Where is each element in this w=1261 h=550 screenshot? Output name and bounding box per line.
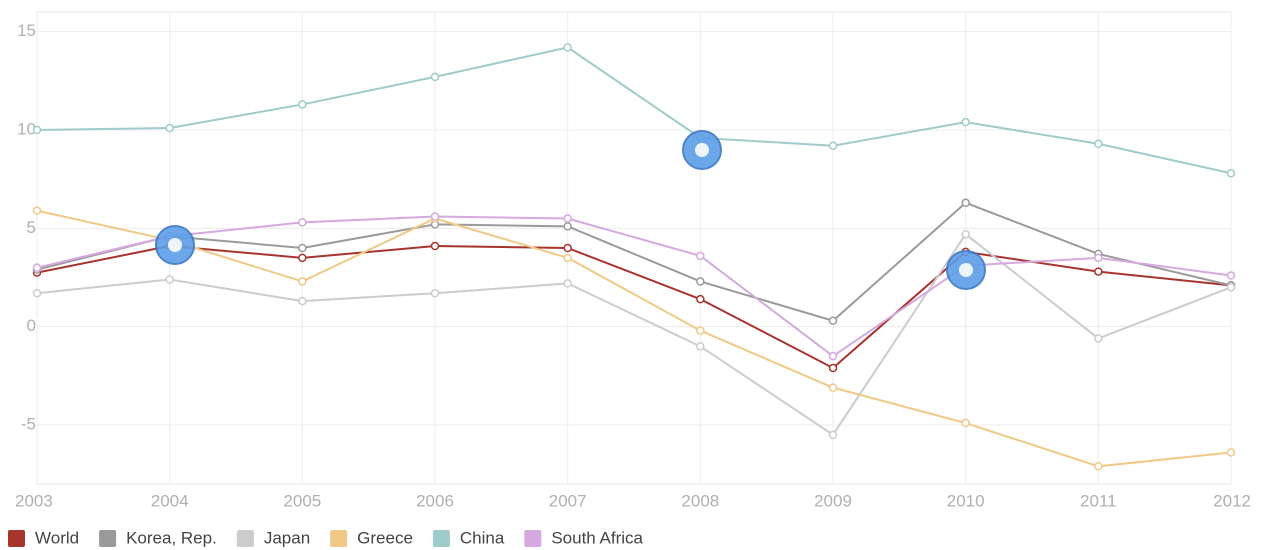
legend-swatch [99, 530, 117, 547]
x-tick-label: 2009 [814, 491, 852, 510]
data-point [1094, 267, 1103, 276]
x-tick-label: 2006 [416, 491, 454, 510]
touch-ring-center [168, 238, 182, 252]
legend-swatch [330, 530, 348, 547]
x-tick-label: 2012 [1213, 491, 1251, 510]
legend-label: Korea, Rep. [126, 528, 217, 547]
data-point [828, 430, 838, 440]
data-point [961, 198, 970, 208]
series-line [36, 232, 1232, 437]
y-tick-label: 5 [27, 218, 36, 237]
data-point [696, 251, 705, 261]
legend-swatch [432, 530, 450, 547]
data-point [165, 275, 174, 284]
data-point [165, 123, 174, 133]
y-tick-label: 10 [17, 119, 36, 138]
x-tick-label: 2010 [947, 491, 985, 510]
data-point [430, 72, 440, 82]
data-point [32, 263, 42, 272]
x-tick-label: 2004 [151, 491, 189, 510]
data-point [430, 288, 440, 298]
data-point [1094, 334, 1103, 343]
data-point [828, 141, 838, 150]
data-point [298, 296, 307, 306]
data-point [961, 418, 970, 428]
data-point [828, 316, 838, 326]
legend-label: Japan [264, 528, 310, 547]
x-tick-label: 2008 [681, 491, 719, 510]
data-point [298, 253, 307, 263]
data-point [696, 342, 705, 351]
legend-label: China [460, 528, 505, 547]
data-point [298, 277, 307, 286]
y-tick-label: 15 [17, 21, 36, 40]
data-point [1094, 253, 1103, 263]
data-point [32, 288, 42, 298]
data-point [961, 229, 970, 239]
legend-label: South Africa [551, 528, 643, 547]
data-point [32, 206, 42, 215]
legend-swatch [236, 530, 254, 547]
plot-area [36, 11, 1232, 485]
data-point [298, 243, 307, 253]
data-point [696, 277, 705, 286]
legend-swatch [524, 530, 542, 547]
legend-label: Greece [357, 528, 413, 547]
series-line [36, 201, 1232, 322]
x-tick-label: 2005 [283, 491, 321, 510]
data-point [1094, 139, 1103, 149]
x-tick-label: 2011 [1080, 491, 1117, 510]
data-point [1094, 462, 1103, 471]
data-point [1226, 271, 1236, 280]
touch-ring-center [695, 143, 709, 157]
data-point [696, 326, 705, 335]
data-point [563, 222, 572, 231]
data-point [828, 383, 838, 392]
data-point [563, 214, 572, 223]
touch-ring-center [959, 263, 973, 277]
data-point [298, 218, 307, 227]
y-tick-label: -5 [21, 414, 36, 433]
data-point [828, 363, 838, 373]
data-point [563, 243, 572, 253]
data-point [298, 100, 307, 109]
series-line [36, 215, 1232, 358]
data-point [696, 294, 705, 304]
series-line [36, 46, 1232, 175]
data-point [1226, 283, 1236, 292]
data-point [430, 241, 440, 251]
data-point [961, 117, 970, 127]
data-point [563, 43, 572, 52]
x-tick-label: 2003 [15, 491, 53, 510]
touch-indicators [155, 130, 986, 290]
data-point [32, 125, 42, 135]
legend-label: World [35, 528, 79, 547]
data-point [563, 279, 572, 288]
x-tick-label: 2007 [549, 491, 587, 510]
data-point [563, 253, 572, 263]
data-point [1226, 448, 1236, 457]
legend-swatch [8, 530, 25, 547]
series-line [36, 209, 1232, 468]
y-tick-label: 0 [27, 316, 36, 335]
data-point [430, 212, 440, 221]
data-point [828, 351, 838, 361]
data-point [1226, 169, 1236, 178]
